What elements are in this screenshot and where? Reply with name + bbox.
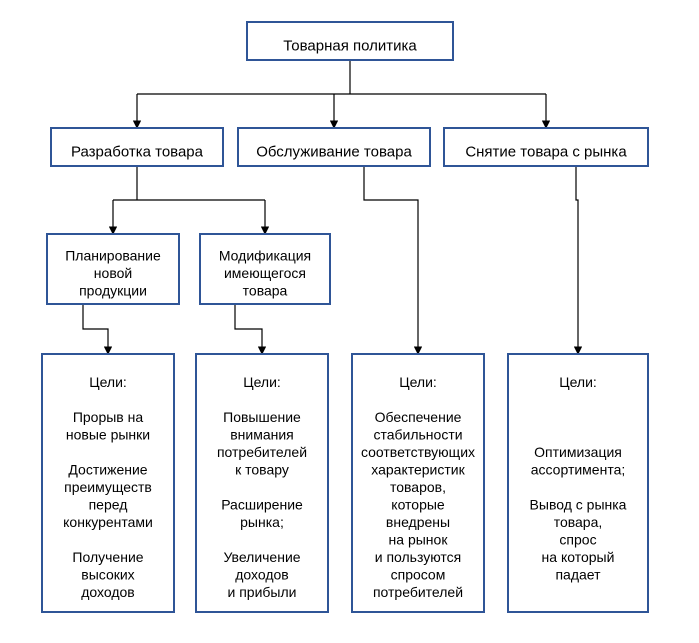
diagram-canvas: Товарная политика Разработка товара Обслуж… <box>0 0 699 643</box>
node-plan-line-0: Планирование <box>65 247 161 263</box>
node-g1-line-0: Цели: <box>89 374 127 390</box>
node-g4-line-10: на который <box>542 549 615 565</box>
node-g1-line-6: преимуществ <box>64 479 152 495</box>
node-g3-line-10: и пользуются <box>375 549 462 565</box>
node-g4-line-11: падает <box>555 566 601 582</box>
node-g3-line-8: внедрены <box>386 514 450 530</box>
node-plan: Планирование новойпродукции <box>47 234 179 304</box>
node-g2-line-12: и прибыли <box>228 584 297 600</box>
node-g1-line-7: перед <box>89 496 128 512</box>
node-dev-line-0: Разработка товара <box>71 144 204 161</box>
node-g2-line-10: Увеличение <box>223 549 300 565</box>
node-g3-line-11: спросом <box>391 566 446 582</box>
node-g4-line-5: ассортимента; <box>531 461 626 477</box>
node-root-line-0: Товарная политика <box>283 38 417 55</box>
node-mod-line-2: товара <box>243 282 288 298</box>
node-g2-line-8: рынка; <box>240 514 284 530</box>
node-g3-line-0: Цели: <box>399 374 437 390</box>
node-g1-line-8: конкурентами <box>63 514 153 530</box>
node-g4-line-7: Вывод с рынка <box>530 496 627 512</box>
node-g2-line-2: Повышение <box>223 409 301 425</box>
node-g2-line-3: внимания <box>230 426 294 442</box>
node-g2-line-7: Расширение <box>221 496 303 512</box>
node-g2-line-11: доходов <box>235 566 289 582</box>
node-mod-line-1: имеющегося <box>224 265 306 281</box>
node-g2-line-4: потребителей <box>217 444 307 460</box>
node-g4-line-0: Цели: <box>559 374 597 390</box>
node-g4-line-8: товара, <box>554 514 603 530</box>
node-serv-line-0: Обслуживание товара <box>256 144 412 161</box>
node-g3-line-3: стабильности <box>373 426 462 442</box>
node-g4: Цели: Оптимизацияассортимента; Вывод с рын… <box>508 354 648 612</box>
node-g3-line-12: потребителей <box>373 584 463 600</box>
node-g2: Цели: Повышениевнимания потребителейк това… <box>196 354 328 612</box>
node-g3-line-5: характеристик <box>371 461 465 477</box>
node-g1-line-11: высоких <box>81 566 134 582</box>
node-g3-line-7: которые <box>391 496 445 512</box>
node-g1-line-10: Получение <box>72 549 143 565</box>
node-remove-line-0: Снятие товара с рынка <box>465 144 627 161</box>
node-mod-line-0: Модификация <box>219 247 311 263</box>
node-g1-line-5: Достижение <box>68 461 147 477</box>
node-serv: Обслуживание товара <box>238 128 430 166</box>
node-g3-line-2: Обеспечение <box>375 409 462 425</box>
node-g2-line-5: к товару <box>235 461 289 477</box>
node-g4-line-9: спрос <box>559 531 596 547</box>
node-g3-line-6: товаров, <box>390 479 446 495</box>
node-g1-line-3: новые рынки <box>66 426 150 442</box>
node-plan-line-1: новой <box>94 265 132 281</box>
node-g1-line-12: доходов <box>81 584 135 600</box>
node-g1-line-2: Прорыв на <box>73 409 144 425</box>
node-mod: Модификация имеющегосятовара <box>200 234 330 304</box>
node-root: Товарная политика <box>247 22 453 60</box>
node-dev: Разработка товара <box>51 128 223 166</box>
node-g2-line-0: Цели: <box>243 374 281 390</box>
node-g1: Цели: Прорыв нановые рынки Достижение преим… <box>42 354 174 612</box>
node-plan-line-2: продукции <box>79 282 147 298</box>
node-remove: Снятие товара с рынка <box>444 128 648 166</box>
node-g3: Цели: Обеспечениестабильности соответствую… <box>352 354 484 612</box>
node-g3-line-9: на рынок <box>389 531 449 547</box>
node-g3-line-4: соответствующих <box>361 444 475 460</box>
node-g4-line-4: Оптимизация <box>534 444 622 460</box>
